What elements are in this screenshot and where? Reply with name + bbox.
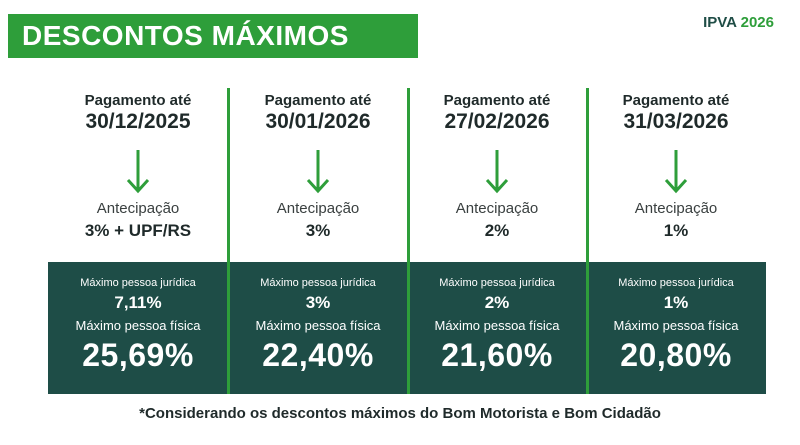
antecipacao-label: Antecipação — [276, 200, 360, 217]
pj-value: 2% — [484, 293, 510, 312]
pj-value: 1% — [663, 293, 689, 312]
antecipacao-value: 3% + UPF/RS — [84, 221, 192, 240]
payment-date: 27/02/2026 — [444, 110, 550, 133]
pf-value: 22,40% — [262, 337, 374, 373]
antecipacao-value: 1% — [663, 221, 689, 240]
brand-year: 2026 — [740, 14, 774, 31]
pf-value: 21,60% — [441, 337, 553, 373]
brand-label: IPVA 2026 — [703, 14, 774, 31]
payment-date: 30/01/2026 — [265, 110, 371, 133]
page-title: DESCONTOS MÁXIMOS — [22, 20, 349, 51]
pj-label: Máximo pessoa jurídica — [618, 277, 734, 289]
pf-label: Máximo pessoa física — [75, 318, 201, 333]
arrow-down-icon — [485, 150, 509, 194]
payment-label: Pagamento até — [264, 92, 372, 109]
payment-column-3: Pagamento até 27/02/2026 Antecipação 2% — [407, 92, 587, 241]
pf-value: 20,80% — [620, 337, 732, 373]
antecipacao-label: Antecipação — [455, 200, 539, 217]
payment-column-2: Pagamento até 30/01/2026 Antecipação 3% — [228, 92, 408, 241]
footnote: *Considerando os descontos máximos do Bo… — [139, 405, 661, 422]
pj-label: Máximo pessoa jurídica — [260, 277, 376, 289]
column-divider — [227, 88, 230, 394]
discount-block-1: Máximo pessoa jurídica 7,11% Máximo pess… — [48, 276, 228, 374]
pj-value: 3% — [305, 293, 331, 312]
payment-date: 30/12/2025 — [85, 110, 191, 133]
brand-prefix: IPVA — [703, 14, 737, 31]
antecipacao-label: Antecipação — [96, 200, 180, 217]
pj-label: Máximo pessoa jurídica — [439, 277, 555, 289]
payment-column-4: Pagamento até 31/03/2026 Antecipação 1% — [586, 92, 766, 241]
discount-block-3: Máximo pessoa jurídica 2% Máximo pessoa … — [407, 276, 587, 374]
pf-value: 25,69% — [82, 337, 194, 373]
pf-label: Máximo pessoa física — [434, 318, 560, 333]
antecipacao-label: Antecipação — [634, 200, 718, 217]
payment-column-1: Pagamento até 30/12/2025 Antecipação 3% … — [48, 92, 228, 241]
pj-label: Máximo pessoa jurídica — [80, 277, 196, 289]
arrow-down-icon — [126, 150, 150, 194]
payment-label: Pagamento até — [443, 92, 551, 109]
arrow-down-icon — [664, 150, 688, 194]
column-divider — [407, 88, 410, 394]
payment-label: Pagamento até — [622, 92, 730, 109]
antecipacao-value: 2% — [484, 221, 510, 240]
discount-block-4: Máximo pessoa jurídica 1% Máximo pessoa … — [586, 276, 766, 374]
pf-label: Máximo pessoa física — [613, 318, 739, 333]
column-divider — [586, 88, 589, 394]
payment-label: Pagamento até — [84, 92, 192, 109]
title-banner: DESCONTOS MÁXIMOS — [8, 14, 418, 58]
discount-block-2: Máximo pessoa jurídica 3% Máximo pessoa … — [228, 276, 408, 374]
arrow-down-icon — [306, 150, 330, 194]
pf-label: Máximo pessoa física — [255, 318, 381, 333]
pj-value: 7,11% — [114, 293, 162, 312]
payment-date: 31/03/2026 — [623, 110, 729, 133]
antecipacao-value: 3% — [305, 221, 331, 240]
